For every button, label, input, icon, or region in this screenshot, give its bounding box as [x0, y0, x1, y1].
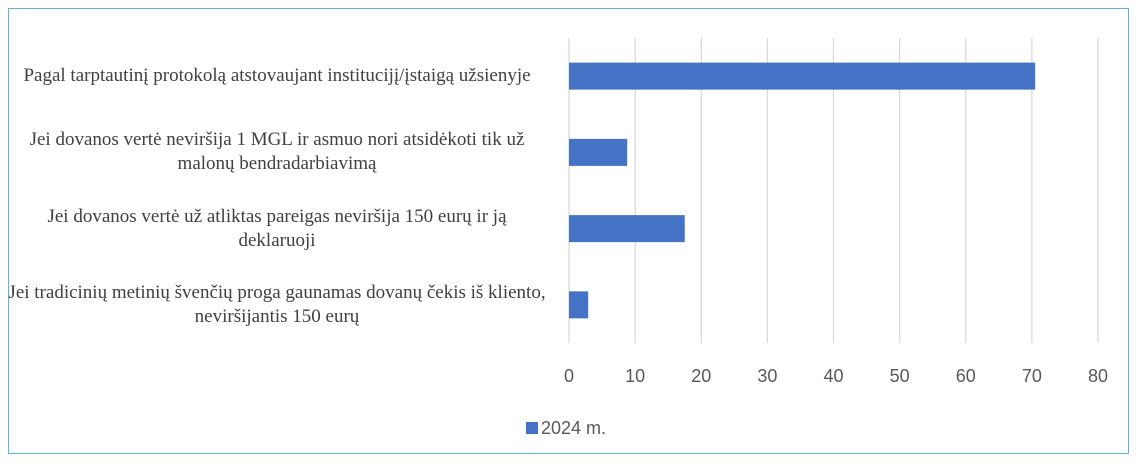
legend-label: 2024 m.: [541, 418, 606, 438]
legend-swatch: [526, 422, 538, 434]
category-label: Jei tradicinių metinių švenčių proga gau…: [8, 281, 546, 327]
bar: [569, 215, 685, 243]
x-tick-label: 0: [564, 366, 574, 386]
bar: [569, 291, 589, 319]
x-tick-label: 70: [1022, 366, 1042, 386]
x-tick-label: 40: [823, 366, 843, 386]
x-tick-label: 20: [691, 366, 711, 386]
x-tick-label: 30: [757, 366, 777, 386]
chart-border: [8, 8, 1129, 454]
category-label: Jei dovanos vertė neviršija 1 MGL ir asm…: [29, 129, 525, 175]
bar: [569, 138, 628, 166]
bar: [569, 62, 1036, 90]
x-tick-label: 60: [956, 366, 976, 386]
x-tick-label: 10: [625, 366, 645, 386]
x-tick-label: 50: [890, 366, 910, 386]
category-label: Pagal tarptautinį protokolą atstovaujant…: [23, 65, 531, 87]
category-label: Jei dovanos vertė už atliktas pareigas n…: [47, 205, 507, 251]
x-tick-label: 80: [1088, 366, 1108, 386]
